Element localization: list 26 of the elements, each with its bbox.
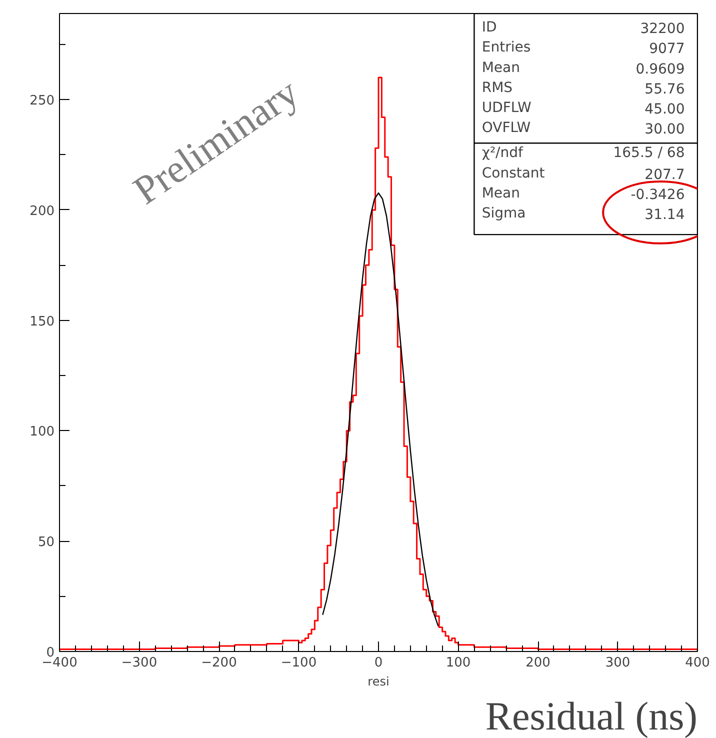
text: UDFLW 45.00 [482, 100, 685, 118]
x-tick-label: 100 [446, 656, 471, 670]
text: Mean -0.3426 [482, 185, 685, 203]
x-tick-label: −300 [121, 656, 158, 670]
x-tick-label: −100 [280, 656, 317, 670]
x-tick-label: −200 [201, 656, 237, 670]
text: ID 32200 [482, 20, 685, 38]
text: Sigma 31.14 [482, 205, 685, 223]
y-tick-label: 100 [30, 424, 55, 440]
y-tick-label: 150 [30, 314, 55, 330]
text: Mean 0.9609 [482, 60, 685, 78]
text: Entries 9077 [482, 40, 685, 58]
text: Residual (ns) [485, 694, 698, 738]
line-series [322, 192, 439, 627]
y-tick-label: 50 [38, 535, 55, 550]
text: χ²/ndf 165.5 / 68 [482, 145, 685, 162]
text: OVFLW 30.00 [482, 120, 685, 138]
y-tick-label: 200 [30, 204, 55, 219]
x-tick-label: 200 [526, 656, 550, 670]
x-tick-label: 400 [685, 656, 710, 670]
x-tick-label: 300 [605, 656, 630, 670]
text: Constant 207.7 [482, 165, 685, 183]
text: RMS 55.76 [482, 80, 685, 98]
x-tick-label: 0 [374, 656, 383, 670]
y-tick-label: 250 [30, 94, 55, 109]
x-axis-title: resi [368, 674, 390, 688]
